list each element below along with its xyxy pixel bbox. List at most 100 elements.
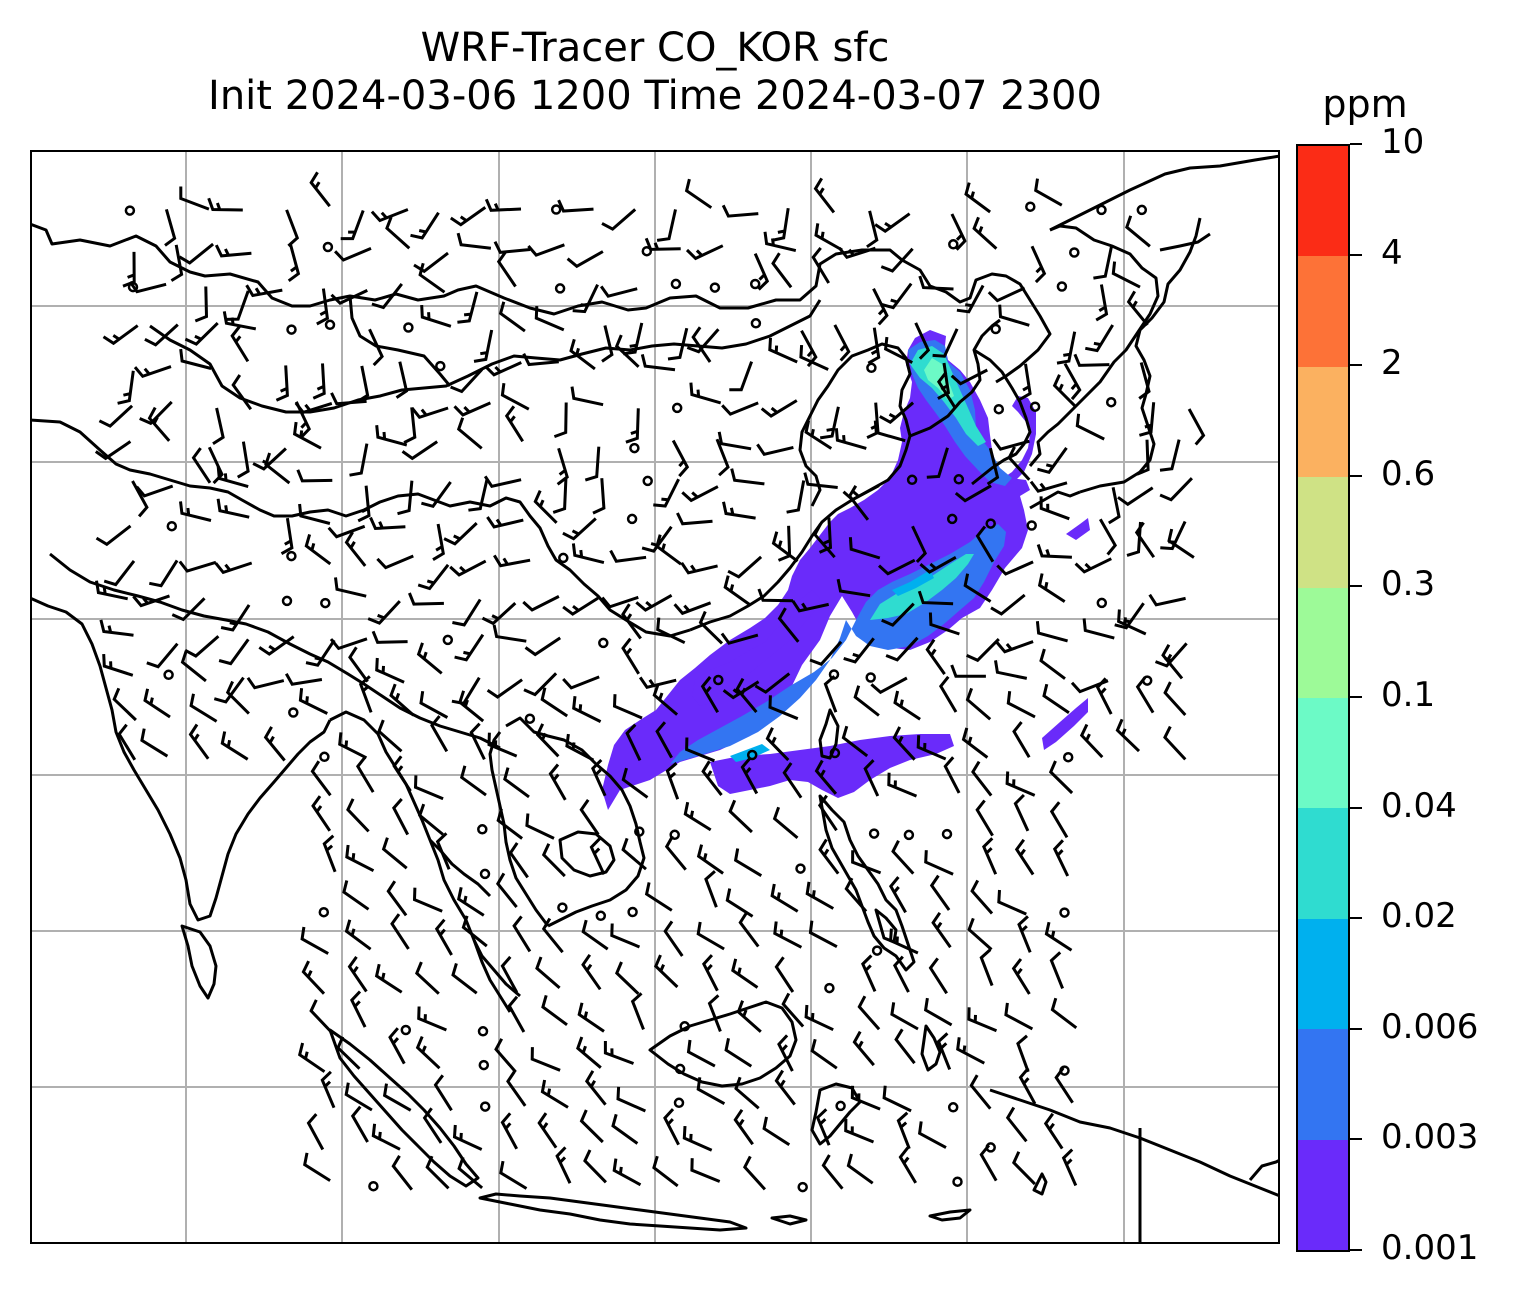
calm-wind-marker (322, 241, 334, 253)
wind-barb (449, 206, 487, 227)
wind-barb (524, 636, 562, 657)
wind-barb (1034, 178, 1063, 207)
wind-barb (997, 889, 1027, 916)
calm-wind-marker (953, 474, 965, 485)
calm-wind-marker (993, 403, 1005, 415)
calm-wind-marker (477, 824, 488, 835)
wind-barb (298, 503, 331, 525)
wind-barb (995, 640, 1034, 654)
wind-barb (621, 637, 640, 675)
calm-wind-marker (671, 402, 683, 414)
wind-barb (571, 543, 605, 565)
wind-barb (873, 420, 906, 443)
wind-barb (925, 638, 946, 675)
wind-barb (330, 289, 368, 306)
wind-barb (1117, 486, 1154, 507)
wind-barb (928, 957, 948, 995)
wind-barb (1006, 691, 1036, 719)
calm-wind-marker (642, 475, 653, 487)
wind-barb (139, 400, 173, 426)
wind-barb (844, 1118, 875, 1144)
wind-barb (615, 961, 640, 995)
wind-barb (614, 334, 640, 368)
calm-wind-marker (948, 239, 959, 250)
wind-barb (721, 401, 759, 416)
wind-barb (753, 252, 770, 291)
calm-wind-marker (318, 906, 330, 918)
wind-barb (635, 593, 673, 612)
wind-barb (401, 440, 439, 461)
wind-barb (1052, 839, 1070, 877)
calm-wind-marker (1136, 204, 1148, 216)
wind-barb (1042, 683, 1070, 714)
wind-barb (292, 421, 322, 450)
map-title: WRF-Tracer CO_KOR sfc Init 2024-03-06 12… (30, 24, 1280, 120)
wind-barb (413, 775, 444, 801)
calm-wind-marker (868, 828, 880, 839)
wind-barb (701, 954, 719, 992)
calm-wind-marker (749, 278, 761, 290)
wind-barb (972, 216, 998, 250)
wind-barb (1049, 951, 1064, 989)
wind-barb (316, 288, 330, 326)
wind-barb (681, 485, 719, 503)
wind-barb (1056, 331, 1077, 365)
wind-barb (956, 284, 985, 314)
wind-barb (738, 911, 760, 948)
calm-wind-marker (478, 1059, 490, 1071)
wind-barb (1126, 521, 1142, 557)
wind-barb (1148, 593, 1186, 607)
wind-barb (852, 1030, 875, 1067)
wind-barb (720, 632, 759, 645)
wind-barb (486, 678, 523, 699)
wind-barb (882, 1085, 912, 1113)
wind-barb (625, 408, 640, 444)
wind-barb (982, 837, 998, 875)
wind-barb (459, 765, 487, 797)
wind-barb (1014, 838, 1035, 876)
wind-barb (377, 719, 403, 753)
wind-barb (735, 677, 758, 714)
wind-barb (117, 723, 137, 761)
wind-barb (565, 733, 595, 762)
wind-barb (943, 756, 961, 794)
calm-wind-marker (990, 323, 1001, 335)
wind-barb (456, 417, 483, 450)
wind-barb (612, 1158, 642, 1187)
wind-barb (1017, 915, 1032, 953)
wind-barb (434, 918, 453, 956)
wind-barb (883, 336, 913, 364)
wind-barb (938, 675, 958, 713)
colorbar-tick-label: 0.006 (1381, 1006, 1479, 1047)
wind-barb (358, 675, 373, 713)
wind-barb (344, 919, 372, 951)
wind-barb (979, 948, 994, 987)
wind-barb (652, 683, 679, 716)
wind-barb (817, 794, 838, 832)
wind-barb (468, 478, 489, 512)
wind-barb (609, 549, 647, 563)
wind-barb (164, 208, 177, 247)
wind-barb (222, 311, 257, 331)
calm-wind-marker (634, 826, 645, 837)
wind-barb (576, 1036, 602, 1069)
wind-barb (296, 469, 333, 483)
wind-barb (638, 676, 677, 690)
wind-barb (473, 329, 494, 363)
wind-barb (612, 694, 643, 720)
wind-barb (374, 963, 403, 994)
wind-barb (998, 304, 1030, 327)
wind-barb (724, 1038, 753, 1068)
calm-wind-marker (368, 1180, 379, 1192)
wind-barb (701, 760, 723, 797)
calm-wind-marker (673, 1097, 685, 1109)
wind-barb (453, 401, 491, 417)
wind-barb (420, 305, 452, 328)
wind-barb (815, 1108, 831, 1146)
wind-barb (887, 772, 918, 798)
wind-barb (880, 247, 914, 273)
wind-barb (386, 880, 408, 917)
wind-barb (1037, 573, 1066, 603)
wind-barb (867, 327, 881, 365)
wind-barb (1111, 261, 1141, 289)
